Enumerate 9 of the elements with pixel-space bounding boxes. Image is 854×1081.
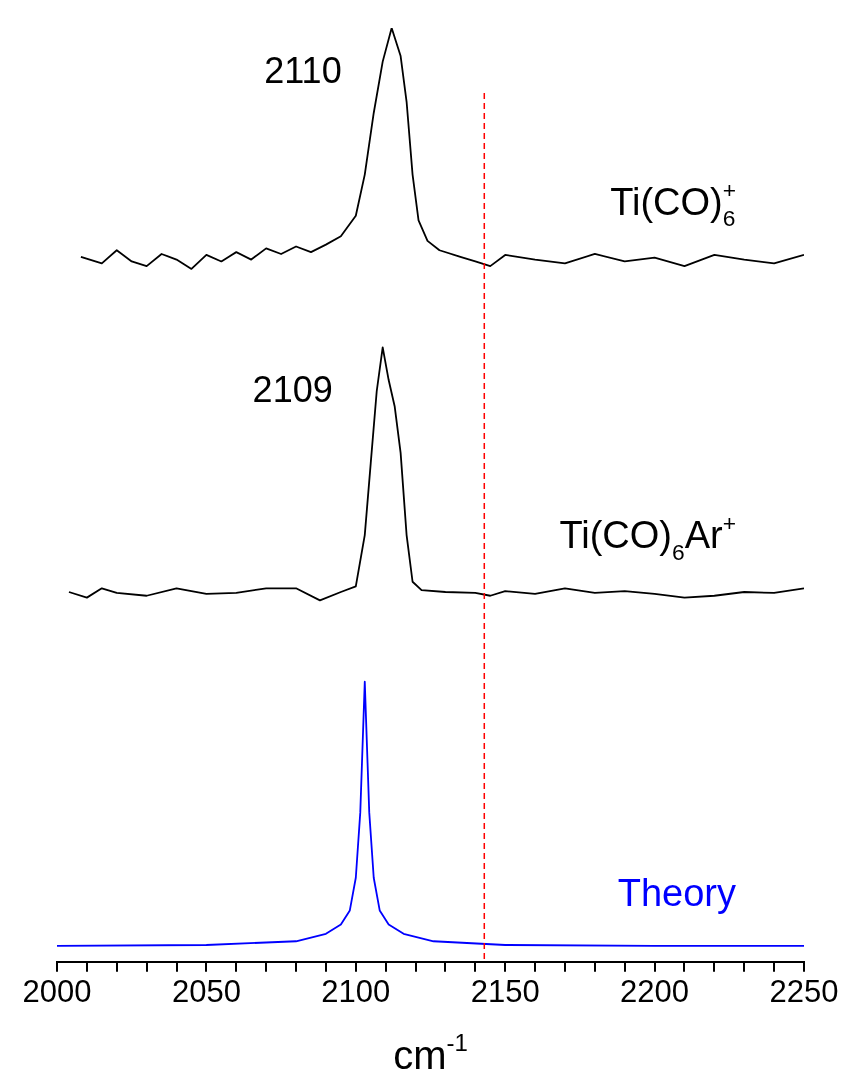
annotation: 2110 [264, 50, 342, 91]
series-label: Theory [617, 871, 737, 914]
x-tick-label: 2000 [22, 973, 92, 1009]
x-tick-label: 2200 [620, 973, 690, 1009]
x-tick-label: 2150 [470, 973, 540, 1009]
annotation: 2109 [252, 369, 333, 411]
x-tick-label: 2250 [769, 973, 839, 1009]
x-tick-label: 2050 [171, 973, 241, 1009]
x-tick-label: 2100 [321, 973, 391, 1009]
